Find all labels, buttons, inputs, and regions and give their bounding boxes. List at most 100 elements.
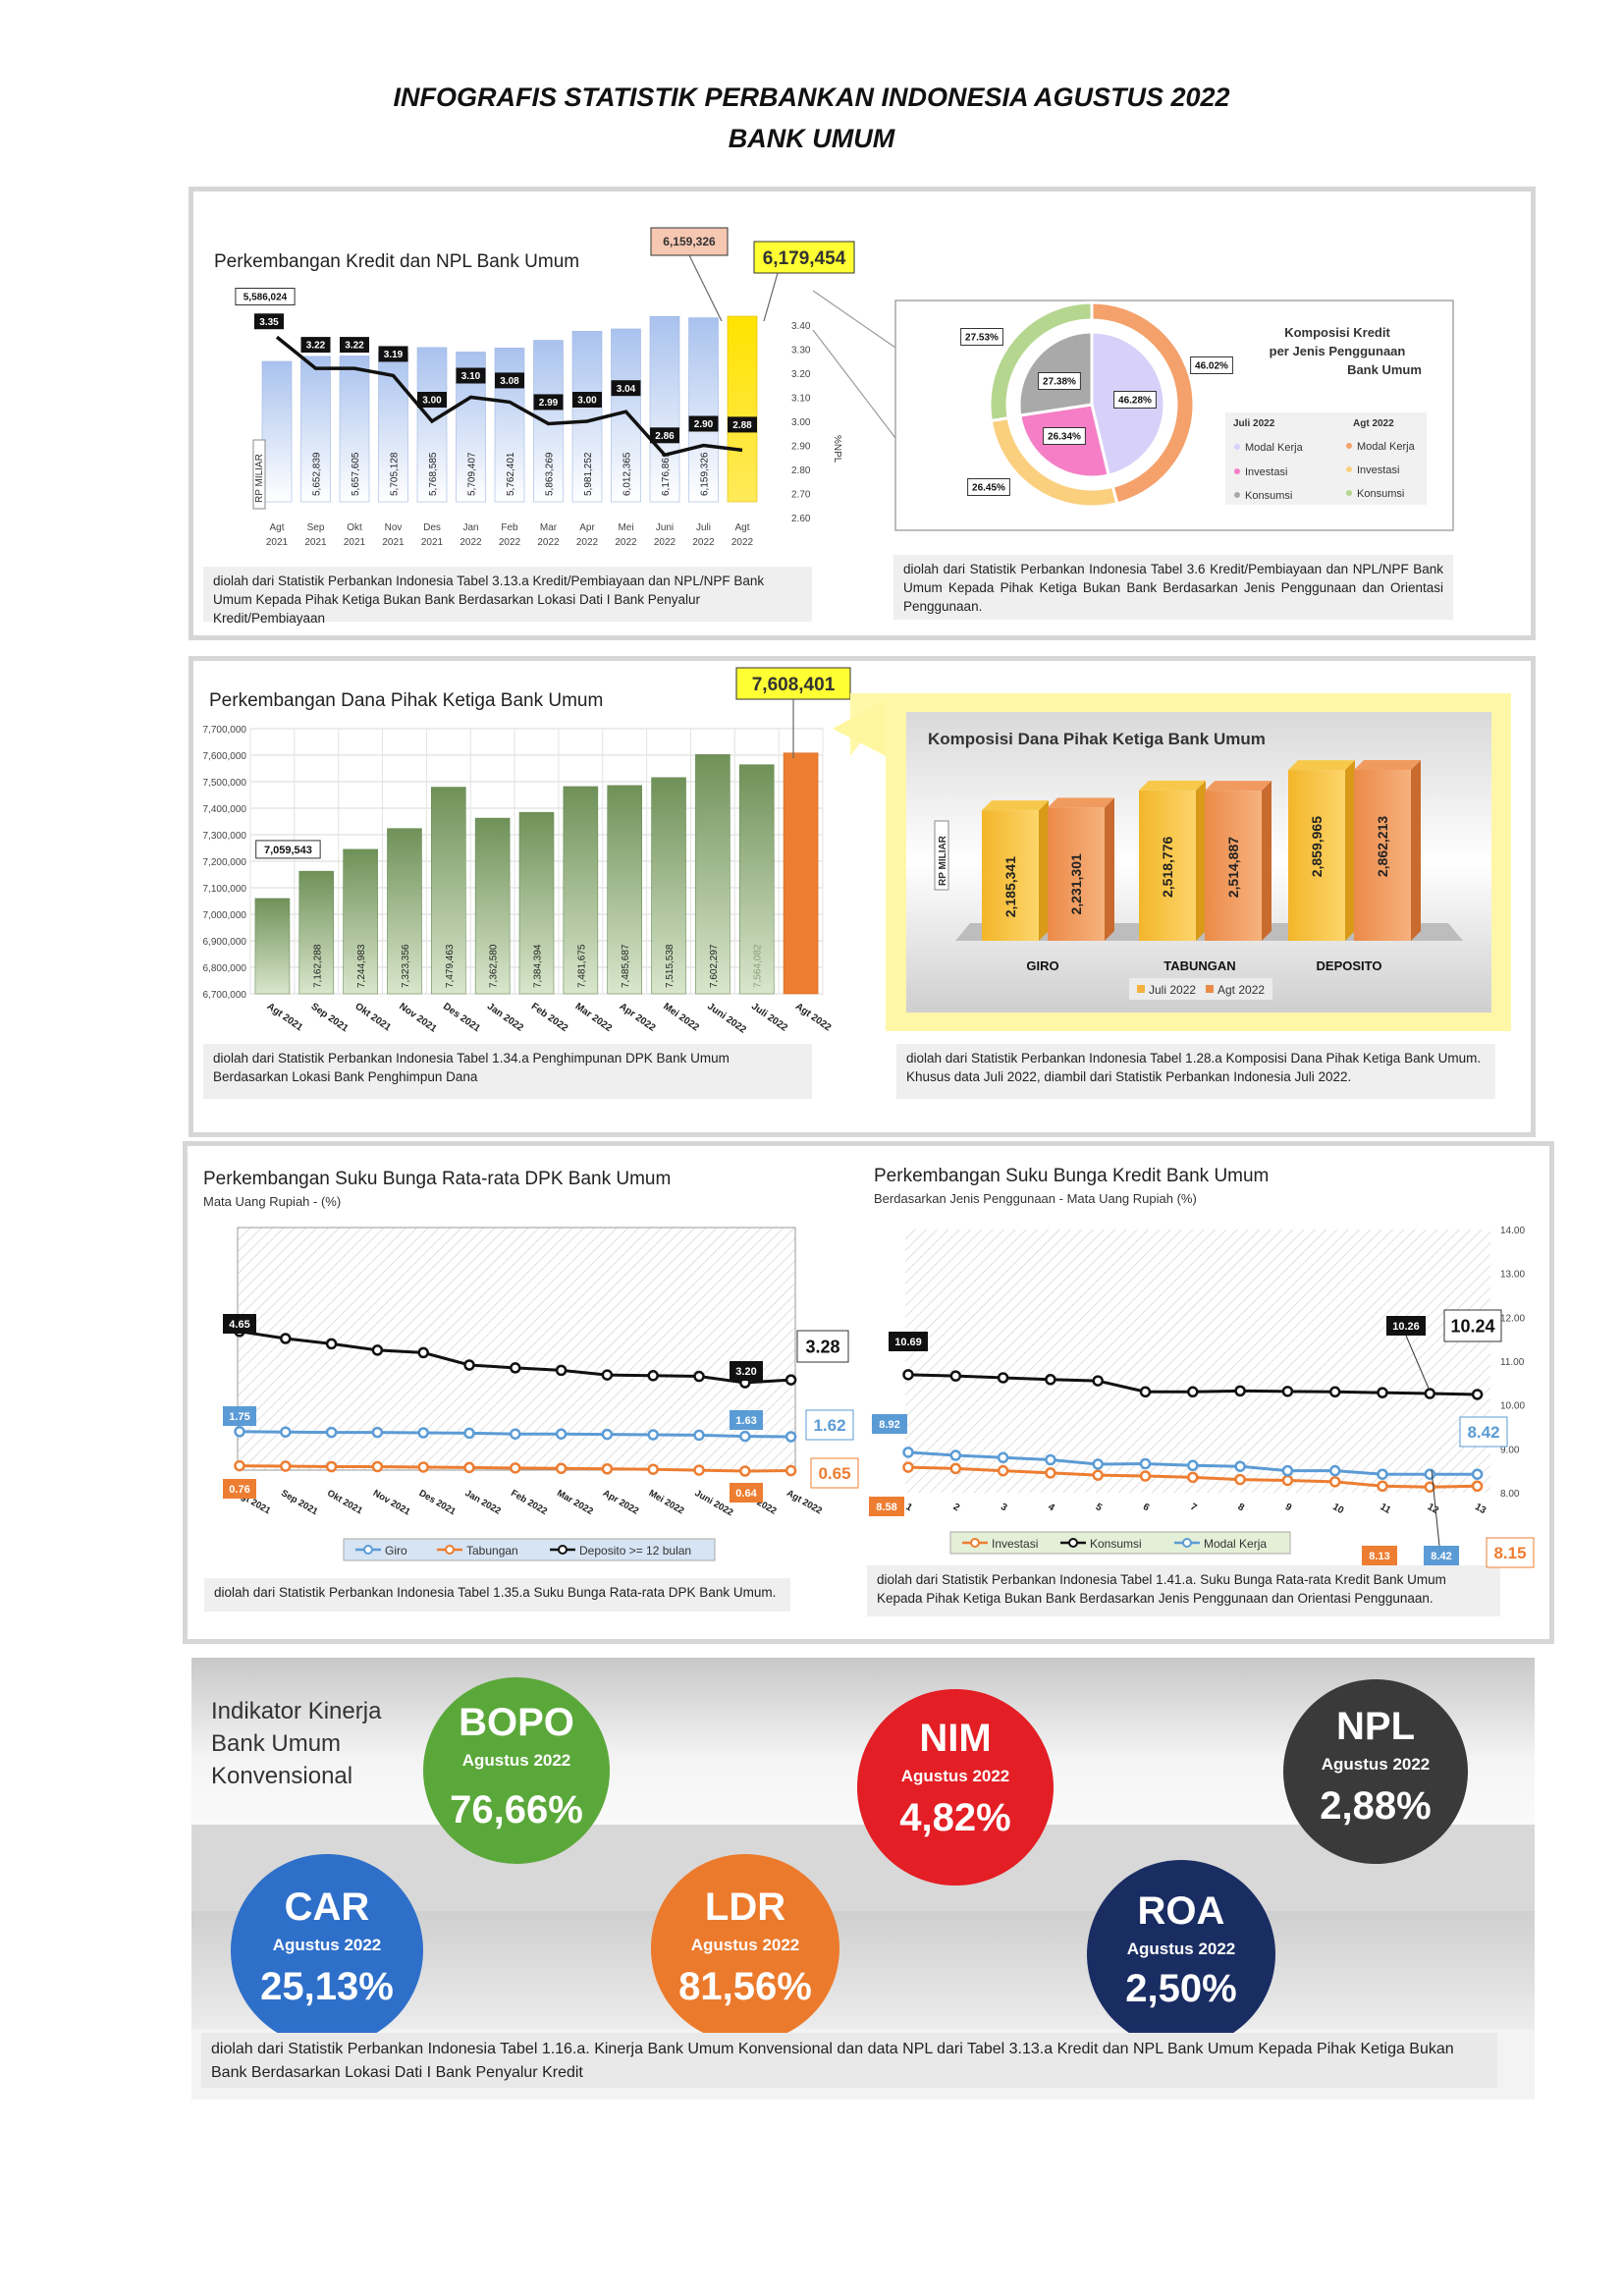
kon-label xyxy=(889,1332,928,1351)
x-tick: Nov xyxy=(385,522,403,533)
bunga-dpk-point xyxy=(647,1463,659,1475)
dpk-x-tick: Agt 2022 xyxy=(793,1001,834,1033)
bunga-kredit-y-tick: 10.00 xyxy=(1500,1401,1525,1412)
bunga-dpk-point xyxy=(784,1431,797,1443)
bunga-kredit-x-tick: 7 xyxy=(1188,1502,1199,1514)
bunga-kredit-point xyxy=(1424,1468,1436,1480)
bunga-dpk-x-tick: Apr 2022 xyxy=(601,1488,640,1517)
bunga-kredit-point xyxy=(949,1462,962,1475)
dpk-x-tick: Apr 2022 xyxy=(617,1001,657,1033)
kredit-bar-label: 6,012,365 xyxy=(622,452,633,496)
inv-last-label-text: 8.15 xyxy=(1493,1544,1526,1562)
bunga-kredit-y-tick: 13.00 xyxy=(1500,1270,1525,1281)
mk-last-label xyxy=(1459,1416,1508,1448)
dpk-y-tick: 7,000,000 xyxy=(203,910,247,921)
bunga-kredit-point xyxy=(1139,1386,1152,1398)
bunga-kredit-point xyxy=(1471,1480,1484,1493)
pie-title-2: per Jenis Penggunaan xyxy=(1270,344,1406,358)
bunga-dpk-point xyxy=(463,1461,475,1474)
bunga-kredit-point xyxy=(902,1461,914,1473)
x-tick: 2022 xyxy=(576,537,599,548)
tab-last-label-text: 0.65 xyxy=(818,1464,850,1483)
bunga-dpk-x-tick: Jan 2022 xyxy=(463,1488,503,1517)
dpk-3d-bar xyxy=(1354,770,1411,941)
dpk-x-tick: Juni 2022 xyxy=(705,1001,748,1035)
pie-label xyxy=(960,328,1003,346)
dpk-bar-label: 7,479,463 xyxy=(445,944,456,988)
dpk-y-tick: 7,200,000 xyxy=(203,857,247,868)
dpk-x-tick: Feb 2022 xyxy=(529,1001,570,1034)
dpk-3d-category: GIRO xyxy=(1026,958,1058,973)
kredit-note: diolah dari Statistik Perbankan Indonesi… xyxy=(203,567,812,626)
bunga-kredit-legend-mk: Modal Kerja xyxy=(1204,1537,1267,1551)
ldr-value: 81,56% xyxy=(678,1965,812,2008)
pie-legend-jul: Juli 2022 xyxy=(1233,418,1275,429)
bunga-kredit-x-tick: 9 xyxy=(1283,1502,1294,1514)
komposisi-dpk-ylabel: RP MILIAR xyxy=(938,835,948,886)
x-tick: 2022 xyxy=(731,537,754,548)
kredit-bar xyxy=(688,317,719,503)
npl-label-text: 2.86 xyxy=(655,431,675,442)
kinerja-note: diolah dari Statistik Perbankan Indonesi… xyxy=(201,2033,1497,2088)
dpk-3d-label: 2,514,887 xyxy=(1225,837,1241,898)
bunga-dpk-point xyxy=(371,1460,384,1473)
callout-prev-value: 6,159,326 xyxy=(663,235,716,248)
dpk-y-tick: 7,600,000 xyxy=(203,751,247,762)
pie-label-text: 27.38% xyxy=(1043,377,1076,388)
bunga-dpk-x-tick: Okt 2021 xyxy=(325,1488,364,1517)
x-tick: 2021 xyxy=(344,537,366,548)
bunga-kredit-point xyxy=(902,1447,914,1458)
bunga-dpk-point xyxy=(325,1426,338,1439)
x-tick: Jan xyxy=(462,522,478,533)
giro-label-text: 1.75 xyxy=(229,1411,249,1423)
roa-value: 2,50% xyxy=(1125,1967,1237,2010)
bunga-dpk-point xyxy=(601,1369,614,1381)
kredit-bar xyxy=(649,315,680,503)
bunga-kredit-point xyxy=(1377,1480,1388,1493)
bunga-kredit-point xyxy=(1187,1471,1199,1484)
bunga-dpk-point xyxy=(325,1460,338,1473)
x-tick: Okt xyxy=(347,522,362,533)
x-tick: Juni xyxy=(656,522,674,533)
x-tick: Juli xyxy=(696,522,711,533)
kredit-y2label: %NPL xyxy=(832,435,842,464)
dpk-callout-box xyxy=(735,667,851,700)
bunga-kredit-point xyxy=(1187,1386,1199,1398)
bunga-kredit-x-tick: 5 xyxy=(1094,1502,1105,1514)
dpk-y-tick: 7,500,000 xyxy=(203,778,247,789)
giro-label xyxy=(730,1410,763,1430)
mk-label-text: 8.42 xyxy=(1431,1551,1451,1562)
bunga-dpk-point xyxy=(601,1428,614,1441)
bunga-kredit-legend xyxy=(949,1531,1291,1555)
bunga-dpk-x-tick: Des 2021 xyxy=(417,1488,459,1517)
pie-slice-agt xyxy=(988,301,1094,423)
bunga-dpk-x-tick: Nov 2021 xyxy=(371,1488,412,1518)
bunga-kredit-point xyxy=(1471,1389,1484,1400)
dpk-bar xyxy=(563,786,599,995)
dep-last-label-text: 3.28 xyxy=(805,1337,839,1356)
bunga-kredit-x-tick: 2 xyxy=(951,1502,962,1514)
x-tick: 2022 xyxy=(615,537,637,548)
x-tick: Sep xyxy=(307,522,325,533)
bunga-dpk-subtitle: Mata Uang Rupiah - (%) xyxy=(203,1194,341,1209)
bunga-dpk-point xyxy=(647,1429,659,1441)
bunga-dpk-point xyxy=(417,1461,429,1473)
dpk-bar xyxy=(343,848,378,995)
bunga-kredit-point xyxy=(997,1451,1009,1464)
pie-legend-agt-mk: Modal Kerja xyxy=(1357,441,1416,453)
dpk-3d-top xyxy=(1354,760,1421,770)
pie-title-3: Bank Umum xyxy=(1347,362,1422,377)
x-tick: 2021 xyxy=(304,537,327,548)
npl-label-text: 3.00 xyxy=(577,396,597,407)
dpk-3d-side xyxy=(1262,781,1271,941)
dpk-bar-label: 7,515,538 xyxy=(665,944,676,988)
bunga-kredit-point xyxy=(1187,1459,1199,1472)
bunga-dpk-point xyxy=(280,1426,292,1438)
dpk-x-tick: Okt 2021 xyxy=(352,1001,393,1033)
bopo-name: BOPO xyxy=(459,1701,574,1744)
bunga-kredit-point xyxy=(949,1370,962,1382)
bunga-dpk-point xyxy=(463,1359,475,1371)
bunga-dpk-x-tick: Mar 2022 xyxy=(555,1488,595,1517)
bunga-dpk-point xyxy=(234,1426,245,1438)
